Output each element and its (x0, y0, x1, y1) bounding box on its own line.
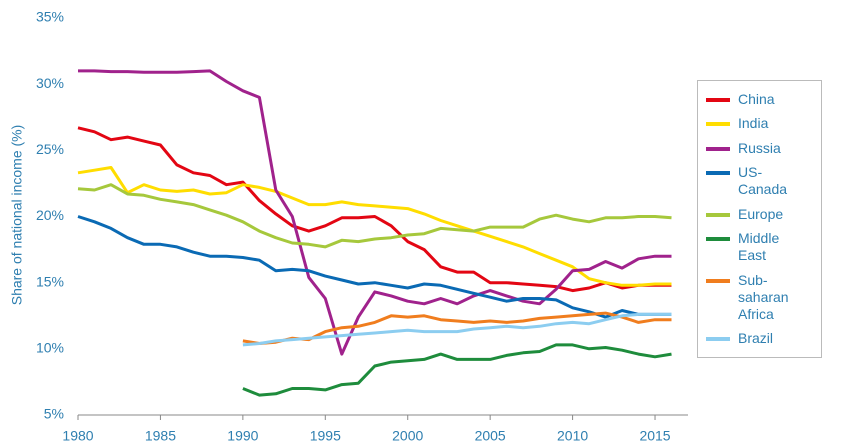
series-line (242, 343, 672, 397)
x-tick-label: 2000 (392, 428, 423, 444)
legend-swatch (706, 212, 730, 217)
legend-label: Russia (738, 139, 781, 156)
legend-item: Brazil (706, 330, 813, 347)
legend-item: Sub-saharan Africa (706, 272, 813, 323)
legend-swatch (706, 98, 730, 102)
series-line (77, 215, 672, 319)
series-line (242, 312, 672, 347)
legend-item: US-Canada (706, 164, 813, 198)
legend: China India Russia US-Canada Europe Middle Ea… (697, 80, 822, 358)
legend-swatch (706, 278, 730, 283)
series-line (77, 166, 672, 287)
legend-label: Sub-saharan Africa (738, 271, 789, 322)
x-tick-label: 1990 (227, 428, 258, 444)
series-line (78, 69, 672, 356)
y-tick-label: 30% (36, 75, 64, 91)
legend-swatch (706, 122, 730, 127)
legend-item: India (706, 115, 813, 132)
y-axis-label: Share of national income (%) (9, 125, 25, 306)
legend-swatch (706, 171, 730, 176)
y-tick-label: 5% (44, 406, 64, 422)
x-tick-label: 1980 (62, 428, 93, 444)
legend-item: China (706, 91, 813, 108)
legend-label: Middle East (738, 230, 780, 264)
x-tick-label: 2005 (475, 428, 506, 444)
legend-item: Middle East (706, 230, 813, 264)
legend-label: India (738, 115, 769, 132)
legend-label: Europe (738, 205, 784, 222)
x-tick-label: 1995 (310, 428, 341, 444)
legend-item: Europe (706, 206, 813, 223)
legend-swatch (706, 336, 730, 341)
series-line (77, 183, 672, 249)
legend-item: Russia (706, 140, 813, 157)
y-tick-label: 10% (36, 340, 64, 356)
legend-swatch (706, 237, 730, 242)
legend-label: China (738, 91, 775, 107)
series-line (77, 126, 672, 293)
x-tick-label: 1985 (145, 428, 176, 444)
legend-label: Brazil (738, 329, 774, 346)
y-tick-label: 25% (36, 141, 64, 157)
y-tick-label: 15% (36, 273, 64, 289)
x-tick-label: 2010 (557, 428, 588, 444)
y-tick-label: 20% (36, 207, 64, 223)
y-tick-label: 35% (36, 9, 64, 25)
x-tick-label: 2015 (639, 428, 670, 444)
legend-label: US-Canada (738, 164, 788, 198)
legend-swatch (706, 146, 730, 151)
